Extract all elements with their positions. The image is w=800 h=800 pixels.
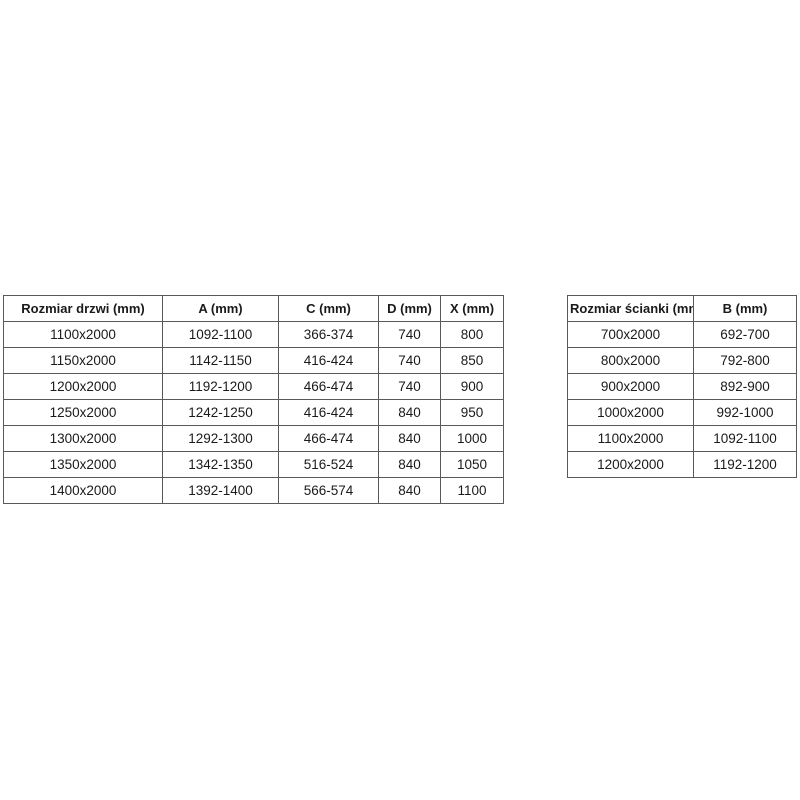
table-cell: 892-900 — [693, 373, 797, 400]
table-cell: 1300x2000 — [3, 425, 163, 452]
table-cell: 1000 — [440, 425, 504, 452]
table-cell: 1142-1150 — [162, 347, 279, 374]
table-cell: 740 — [378, 347, 441, 374]
table-cell: 1092-1100 — [162, 321, 279, 348]
table-row: 1100x2000 1092-1100 366-374 740 800 — [3, 321, 504, 348]
table-cell: 792-800 — [693, 347, 797, 374]
table-cell: 900x2000 — [567, 373, 694, 400]
table-row: 1100x2000 1092-1100 — [567, 425, 797, 452]
table-cell: 840 — [378, 451, 441, 478]
table-cell: 840 — [378, 477, 441, 504]
table-cell: 1100 — [440, 477, 504, 504]
table-row: 800x2000 792-800 — [567, 347, 797, 374]
table-cell: 1200x2000 — [567, 451, 694, 478]
door-table-body: 1100x2000 1092-1100 366-374 740 800 1150… — [3, 321, 504, 504]
table-cell: 366-374 — [278, 321, 379, 348]
table-cell: 840 — [378, 425, 441, 452]
table-cell: 466-474 — [278, 373, 379, 400]
header-row: Rozmiar drzwi (mm) A (mm) C (mm) D (mm) … — [3, 295, 504, 322]
door-table-header: Rozmiar drzwi (mm) A (mm) C (mm) D (mm) … — [3, 295, 504, 322]
table-cell: 466-474 — [278, 425, 379, 452]
table-cell: 800 — [440, 321, 504, 348]
table-cell: 1100x2000 — [567, 425, 694, 452]
table-cell: 1242-1250 — [162, 399, 279, 426]
column-header-b: B (mm) — [693, 295, 797, 322]
column-header-c: C (mm) — [278, 295, 379, 322]
table-cell: 1250x2000 — [3, 399, 163, 426]
door-sizes-table: Rozmiar drzwi (mm) A (mm) C (mm) D (mm) … — [3, 295, 504, 504]
table-row: 1150x2000 1142-1150 416-424 740 850 — [3, 347, 504, 374]
table-row: 1400x2000 1392-1400 566-574 840 1100 — [3, 477, 504, 504]
table-cell: 1400x2000 — [3, 477, 163, 504]
column-header-a: A (mm) — [162, 295, 279, 322]
table-cell: 1092-1100 — [693, 425, 797, 452]
table-cell: 1342-1350 — [162, 451, 279, 478]
wall-sizes-table: Rozmiar ścianki (mm) B (mm) 700x2000 692… — [567, 295, 797, 478]
table-cell: 416-424 — [278, 399, 379, 426]
table-cell: 1150x2000 — [3, 347, 163, 374]
table-row: 1350x2000 1342-1350 516-524 840 1050 — [3, 451, 504, 478]
table-row: 1000x2000 992-1000 — [567, 399, 797, 426]
table-cell: 1000x2000 — [567, 399, 694, 426]
table-row: 900x2000 892-900 — [567, 373, 797, 400]
header-row: Rozmiar ścianki (mm) B (mm) — [567, 295, 797, 322]
table-cell: 900 — [440, 373, 504, 400]
table-cell: 800x2000 — [567, 347, 694, 374]
table-cell: 1350x2000 — [3, 451, 163, 478]
table-cell: 992-1000 — [693, 399, 797, 426]
table-cell: 740 — [378, 373, 441, 400]
table-cell: 416-424 — [278, 347, 379, 374]
table-cell: 840 — [378, 399, 441, 426]
column-header-rozmiar-drzwi: Rozmiar drzwi (mm) — [3, 295, 163, 322]
table-cell: 1192-1200 — [693, 451, 797, 478]
table-cell: 1050 — [440, 451, 504, 478]
table-cell: 516-524 — [278, 451, 379, 478]
column-header-d: D (mm) — [378, 295, 441, 322]
table-row: 1300x2000 1292-1300 466-474 840 1000 — [3, 425, 504, 452]
table-row: 1250x2000 1242-1250 416-424 840 950 — [3, 399, 504, 426]
table-cell: 950 — [440, 399, 504, 426]
table-cell: 700x2000 — [567, 321, 694, 348]
table-cell: 1392-1400 — [162, 477, 279, 504]
table-row: 700x2000 692-700 — [567, 321, 797, 348]
table-cell: 1292-1300 — [162, 425, 279, 452]
column-header-x: X (mm) — [440, 295, 504, 322]
table-cell: 850 — [440, 347, 504, 374]
table-row: 1200x2000 1192-1200 466-474 740 900 — [3, 373, 504, 400]
table-cell: 1192-1200 — [162, 373, 279, 400]
wall-table-header: Rozmiar ścianki (mm) B (mm) — [567, 295, 797, 322]
table-cell: 1200x2000 — [3, 373, 163, 400]
table-cell: 1100x2000 — [3, 321, 163, 348]
table-cell: 566-574 — [278, 477, 379, 504]
table-cell: 692-700 — [693, 321, 797, 348]
wall-table-body: 700x2000 692-700 800x2000 792-800 900x20… — [567, 321, 797, 478]
table-cell: 740 — [378, 321, 441, 348]
column-header-rozmiar-scianki: Rozmiar ścianki (mm) — [567, 295, 694, 322]
table-row: 1200x2000 1192-1200 — [567, 451, 797, 478]
